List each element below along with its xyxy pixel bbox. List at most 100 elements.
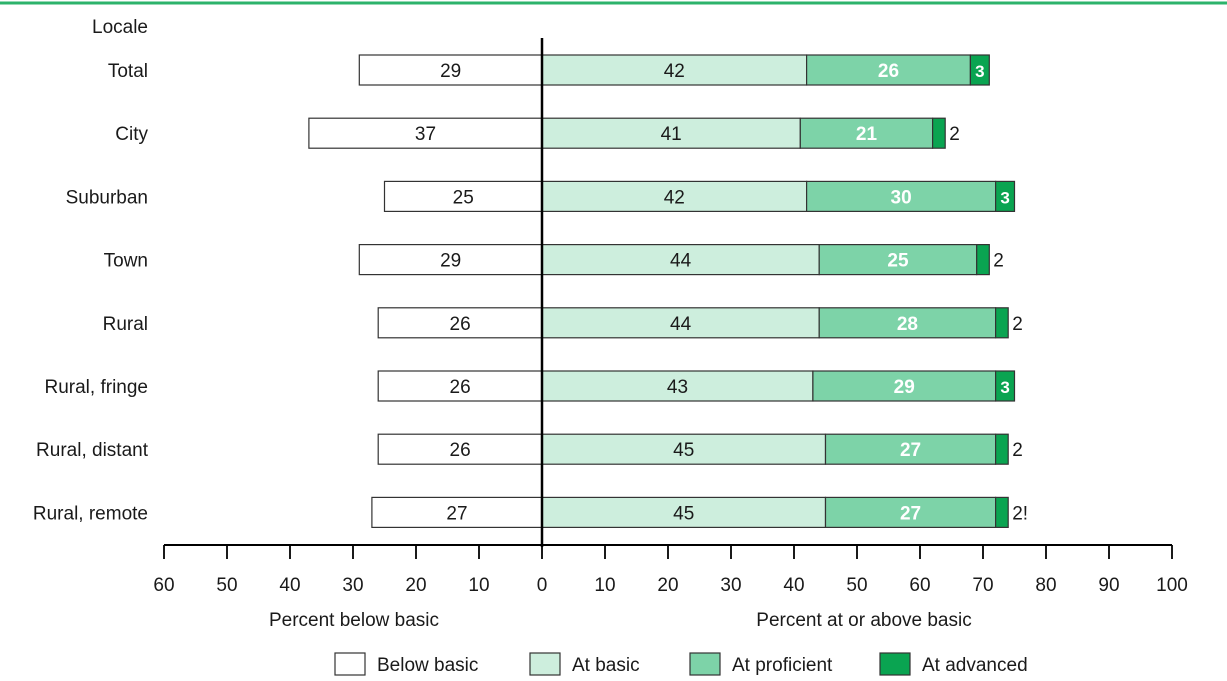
bar-below-basic <box>377 307 543 339</box>
data-label-at-proficient: 25 <box>887 251 909 272</box>
legend-swatch <box>529 652 561 676</box>
bar-row: Rural 26 44 28 2 <box>103 307 1023 339</box>
data-label-below-basic: 29 <box>440 251 461 272</box>
data-label-at-advanced: 3 <box>1000 378 1009 397</box>
legend-swatch <box>334 652 366 676</box>
bar-at-advanced <box>976 244 990 276</box>
bar-row: Total 29 42 26 3 <box>108 54 990 86</box>
legend-label: Below basic <box>377 655 478 676</box>
data-label-below-basic: 25 <box>453 187 474 208</box>
data-label-at-basic: 43 <box>667 377 688 398</box>
x-tick-label: 30 <box>342 575 363 596</box>
x-tick-label: 0 <box>537 575 548 596</box>
x-tick-label: 40 <box>279 575 300 596</box>
data-label-below-basic: 26 <box>450 440 471 461</box>
bar-row: Town 29 44 25 2 <box>104 244 1004 276</box>
bar-row: City 37 41 21 2 <box>115 117 960 149</box>
x-tick-label: 40 <box>783 575 804 596</box>
bar-at-advanced <box>994 496 1009 528</box>
bar-at-proficient <box>799 117 934 149</box>
bar-below-basic <box>308 117 543 149</box>
x-tick-label: 10 <box>468 575 489 596</box>
data-label-at-advanced: 2 <box>949 124 960 145</box>
x-tick-label: 10 <box>594 575 615 596</box>
x-tick-label: 50 <box>846 575 867 596</box>
bar-at-basic <box>541 307 820 339</box>
bar-at-advanced <box>994 370 1016 402</box>
x-tick-label: 60 <box>909 575 930 596</box>
bar-at-advanced <box>994 180 1016 212</box>
legend-item: At basic <box>529 652 640 676</box>
data-label-below-basic: 26 <box>450 377 471 398</box>
data-label-at-basic: 41 <box>661 124 682 145</box>
x-tick-label: 30 <box>720 575 741 596</box>
legend: Below basic At basic At proficient At advan… <box>334 652 1028 676</box>
legend-item: At advanced <box>879 652 1028 676</box>
data-label-at-basic: 45 <box>673 503 694 524</box>
legend-label: At advanced <box>922 655 1028 676</box>
bar-at-basic <box>541 370 814 402</box>
data-label-at-advanced: 3 <box>975 62 984 81</box>
bar-at-proficient <box>824 496 997 528</box>
category-label: Rural, distant <box>36 440 149 461</box>
x-axis: 60 50 40 30 20 10 0 10 20 30 40 50 60 70 80 90 100 <box>153 544 1188 596</box>
x-tick-label: 90 <box>1098 575 1119 596</box>
bar-at-proficient <box>805 180 997 212</box>
data-label-at-basic: 45 <box>673 440 694 461</box>
data-label-at-basic: 44 <box>670 314 692 335</box>
data-label-below-basic: 26 <box>450 314 471 335</box>
left-axis-label: Percent below basic <box>269 610 439 631</box>
category-label: Rural, remote <box>33 503 148 524</box>
locale-header: Locale <box>92 17 148 38</box>
category-label: Suburban <box>66 187 148 208</box>
data-label-at-advanced: 2! <box>1012 503 1028 524</box>
data-label-below-basic: 29 <box>440 61 461 82</box>
legend-item: At proficient <box>689 652 833 676</box>
data-label-at-proficient: 26 <box>878 61 899 82</box>
x-tick-label: 20 <box>657 575 678 596</box>
bar-row: Rural, distant 26 45 27 2 <box>36 433 1023 465</box>
data-label-at-proficient: 30 <box>891 187 912 208</box>
category-label: Rural, fringe <box>45 377 149 398</box>
data-label-at-proficient: 28 <box>897 314 918 335</box>
bar-at-advanced <box>994 433 1009 465</box>
x-tick-label: 60 <box>153 575 174 596</box>
bar-at-advanced <box>994 307 1009 339</box>
bar-at-proficient <box>824 433 997 465</box>
bar-rows: Total 29 42 26 3 City 37 41 21 2 Suburban 25 42 30 3 To… <box>33 54 1028 528</box>
bar-below-basic <box>377 370 543 402</box>
bar-row: Rural, fringe 26 43 29 3 <box>45 370 1016 402</box>
x-tick-label: 80 <box>1035 575 1056 596</box>
data-label-at-proficient: 27 <box>900 503 921 524</box>
x-tick-label: 20 <box>405 575 426 596</box>
legend-label: At proficient <box>732 655 833 676</box>
bar-row: Suburban 25 42 30 3 <box>66 180 1016 212</box>
bar-at-advanced <box>969 54 990 86</box>
data-label-at-proficient: 29 <box>894 377 915 398</box>
bar-row: Rural, remote 27 45 27 2! <box>33 496 1028 528</box>
x-tick-label: 100 <box>1156 575 1188 596</box>
data-label-below-basic: 37 <box>415 124 436 145</box>
bar-at-basic <box>541 244 820 276</box>
bar-at-advanced <box>931 117 946 149</box>
x-tick-label: 50 <box>216 575 237 596</box>
data-label-at-advanced: 2 <box>993 251 1004 272</box>
category-label: Town <box>104 251 148 272</box>
data-label-below-basic: 27 <box>446 503 467 524</box>
data-label-at-basic: 44 <box>670 251 692 272</box>
bar-below-basic <box>377 433 543 465</box>
data-label-at-advanced: 2 <box>1012 440 1023 461</box>
legend-label: At basic <box>572 655 640 676</box>
legend-swatch <box>879 652 911 676</box>
legend-swatch <box>689 652 721 676</box>
data-label-at-proficient: 21 <box>856 124 878 145</box>
data-label-at-advanced: 3 <box>1000 188 1009 207</box>
data-label-at-basic: 42 <box>664 61 685 82</box>
category-label: Total <box>108 61 148 82</box>
category-label: City <box>115 124 148 145</box>
legend-item: Below basic <box>334 652 478 676</box>
x-tick-label: 70 <box>972 575 993 596</box>
category-label: Rural <box>103 314 148 335</box>
right-axis-label: Percent at or above basic <box>756 610 971 631</box>
